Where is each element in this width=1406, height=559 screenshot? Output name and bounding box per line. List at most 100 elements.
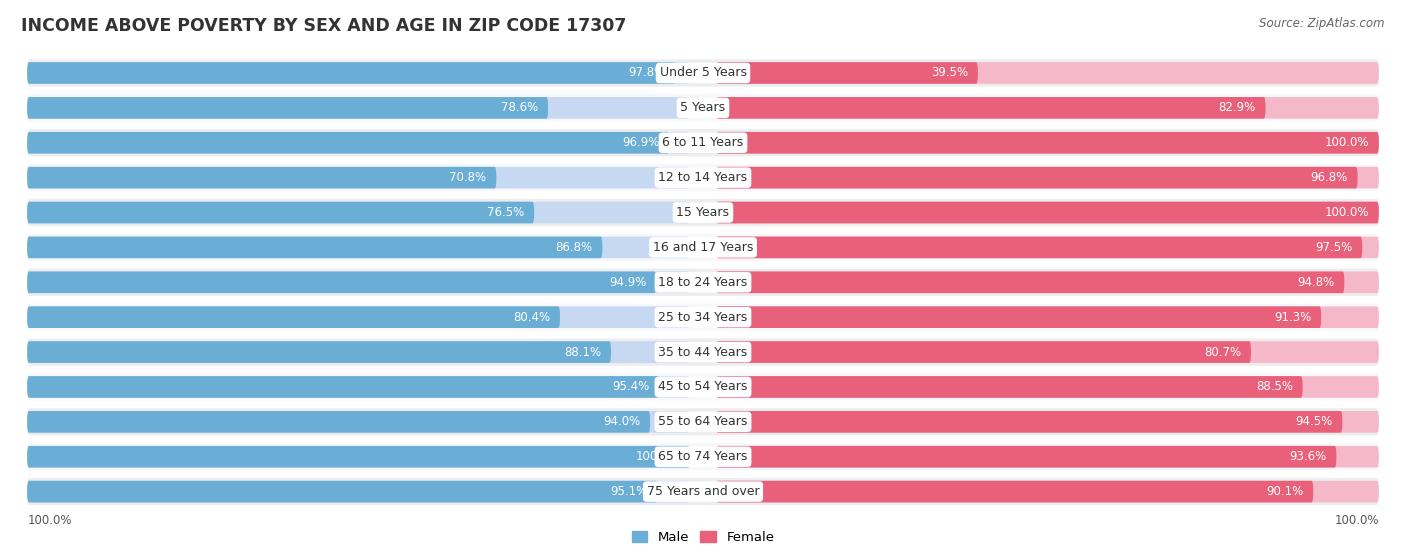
FancyBboxPatch shape: [716, 97, 1379, 119]
Text: 6 to 11 Years: 6 to 11 Years: [662, 136, 744, 149]
FancyBboxPatch shape: [716, 202, 1379, 224]
FancyBboxPatch shape: [27, 408, 1379, 435]
FancyBboxPatch shape: [27, 306, 560, 328]
FancyBboxPatch shape: [716, 272, 1344, 293]
Text: Source: ZipAtlas.com: Source: ZipAtlas.com: [1260, 17, 1385, 30]
FancyBboxPatch shape: [716, 376, 1379, 398]
Text: 70.8%: 70.8%: [450, 171, 486, 184]
Text: 100.0%: 100.0%: [27, 514, 72, 527]
FancyBboxPatch shape: [27, 234, 1379, 261]
FancyBboxPatch shape: [716, 376, 1302, 398]
FancyBboxPatch shape: [27, 129, 1379, 157]
FancyBboxPatch shape: [716, 167, 1358, 188]
Text: 94.5%: 94.5%: [1295, 415, 1333, 428]
Text: INCOME ABOVE POVERTY BY SEX AND AGE IN ZIP CODE 17307: INCOME ABOVE POVERTY BY SEX AND AGE IN Z…: [21, 17, 627, 35]
FancyBboxPatch shape: [716, 62, 1379, 84]
Text: 96.8%: 96.8%: [1310, 171, 1348, 184]
Text: 94.9%: 94.9%: [609, 276, 647, 289]
FancyBboxPatch shape: [27, 373, 1379, 401]
Text: 97.5%: 97.5%: [1315, 241, 1353, 254]
FancyBboxPatch shape: [27, 376, 659, 398]
Text: 76.5%: 76.5%: [486, 206, 524, 219]
Text: 35 to 44 Years: 35 to 44 Years: [658, 345, 748, 358]
Text: 5 Years: 5 Years: [681, 101, 725, 115]
FancyBboxPatch shape: [27, 236, 602, 258]
FancyBboxPatch shape: [716, 167, 1379, 188]
Text: 15 Years: 15 Years: [676, 206, 730, 219]
FancyBboxPatch shape: [716, 411, 1343, 433]
FancyBboxPatch shape: [27, 306, 690, 328]
FancyBboxPatch shape: [27, 167, 496, 188]
FancyBboxPatch shape: [716, 306, 1322, 328]
Text: 75 Years and over: 75 Years and over: [647, 485, 759, 498]
Text: 100.0%: 100.0%: [636, 450, 681, 463]
Text: 94.8%: 94.8%: [1298, 276, 1334, 289]
FancyBboxPatch shape: [27, 481, 658, 503]
Text: 39.5%: 39.5%: [931, 67, 969, 79]
FancyBboxPatch shape: [27, 272, 657, 293]
FancyBboxPatch shape: [27, 62, 690, 84]
Text: 80.4%: 80.4%: [513, 311, 550, 324]
FancyBboxPatch shape: [716, 341, 1379, 363]
FancyBboxPatch shape: [716, 97, 1265, 119]
FancyBboxPatch shape: [716, 132, 1379, 154]
FancyBboxPatch shape: [716, 481, 1313, 503]
Text: 12 to 14 Years: 12 to 14 Years: [658, 171, 748, 184]
FancyBboxPatch shape: [27, 338, 1379, 366]
FancyBboxPatch shape: [27, 132, 669, 154]
FancyBboxPatch shape: [27, 446, 690, 467]
FancyBboxPatch shape: [716, 272, 1379, 293]
FancyBboxPatch shape: [27, 97, 548, 119]
FancyBboxPatch shape: [27, 411, 650, 433]
FancyBboxPatch shape: [27, 341, 690, 363]
FancyBboxPatch shape: [716, 202, 1379, 224]
Text: 65 to 74 Years: 65 to 74 Years: [658, 450, 748, 463]
Text: 94.0%: 94.0%: [603, 415, 640, 428]
Text: 97.8%: 97.8%: [628, 67, 665, 79]
Text: 91.3%: 91.3%: [1274, 311, 1312, 324]
Text: 82.9%: 82.9%: [1219, 101, 1256, 115]
FancyBboxPatch shape: [716, 411, 1379, 433]
FancyBboxPatch shape: [27, 272, 690, 293]
Legend: Male, Female: Male, Female: [626, 526, 780, 549]
FancyBboxPatch shape: [716, 446, 1337, 467]
Text: 86.8%: 86.8%: [555, 241, 592, 254]
Text: 95.4%: 95.4%: [612, 381, 650, 394]
FancyBboxPatch shape: [27, 236, 690, 258]
FancyBboxPatch shape: [27, 164, 1379, 191]
FancyBboxPatch shape: [716, 341, 1251, 363]
Text: 25 to 34 Years: 25 to 34 Years: [658, 311, 748, 324]
FancyBboxPatch shape: [27, 167, 690, 188]
FancyBboxPatch shape: [716, 236, 1379, 258]
FancyBboxPatch shape: [27, 411, 690, 433]
FancyBboxPatch shape: [27, 269, 1379, 296]
FancyBboxPatch shape: [27, 199, 1379, 226]
FancyBboxPatch shape: [27, 97, 690, 119]
FancyBboxPatch shape: [716, 62, 979, 84]
Text: 90.1%: 90.1%: [1267, 485, 1303, 498]
FancyBboxPatch shape: [716, 481, 1379, 503]
FancyBboxPatch shape: [27, 478, 1379, 505]
Text: 100.0%: 100.0%: [1324, 136, 1369, 149]
Text: 16 and 17 Years: 16 and 17 Years: [652, 241, 754, 254]
Text: Under 5 Years: Under 5 Years: [659, 67, 747, 79]
Text: 80.7%: 80.7%: [1204, 345, 1241, 358]
FancyBboxPatch shape: [716, 132, 1379, 154]
FancyBboxPatch shape: [27, 304, 1379, 331]
FancyBboxPatch shape: [27, 443, 1379, 470]
Text: 93.6%: 93.6%: [1289, 450, 1327, 463]
FancyBboxPatch shape: [27, 62, 675, 84]
FancyBboxPatch shape: [27, 132, 690, 154]
FancyBboxPatch shape: [27, 446, 690, 467]
FancyBboxPatch shape: [27, 59, 1379, 87]
Text: 88.1%: 88.1%: [564, 345, 602, 358]
Text: 100.0%: 100.0%: [1324, 206, 1369, 219]
Text: 96.9%: 96.9%: [621, 136, 659, 149]
FancyBboxPatch shape: [27, 341, 612, 363]
Text: 95.1%: 95.1%: [610, 485, 648, 498]
FancyBboxPatch shape: [27, 202, 690, 224]
Text: 100.0%: 100.0%: [1334, 514, 1379, 527]
Text: 78.6%: 78.6%: [501, 101, 538, 115]
Text: 88.5%: 88.5%: [1256, 381, 1292, 394]
Text: 18 to 24 Years: 18 to 24 Years: [658, 276, 748, 289]
